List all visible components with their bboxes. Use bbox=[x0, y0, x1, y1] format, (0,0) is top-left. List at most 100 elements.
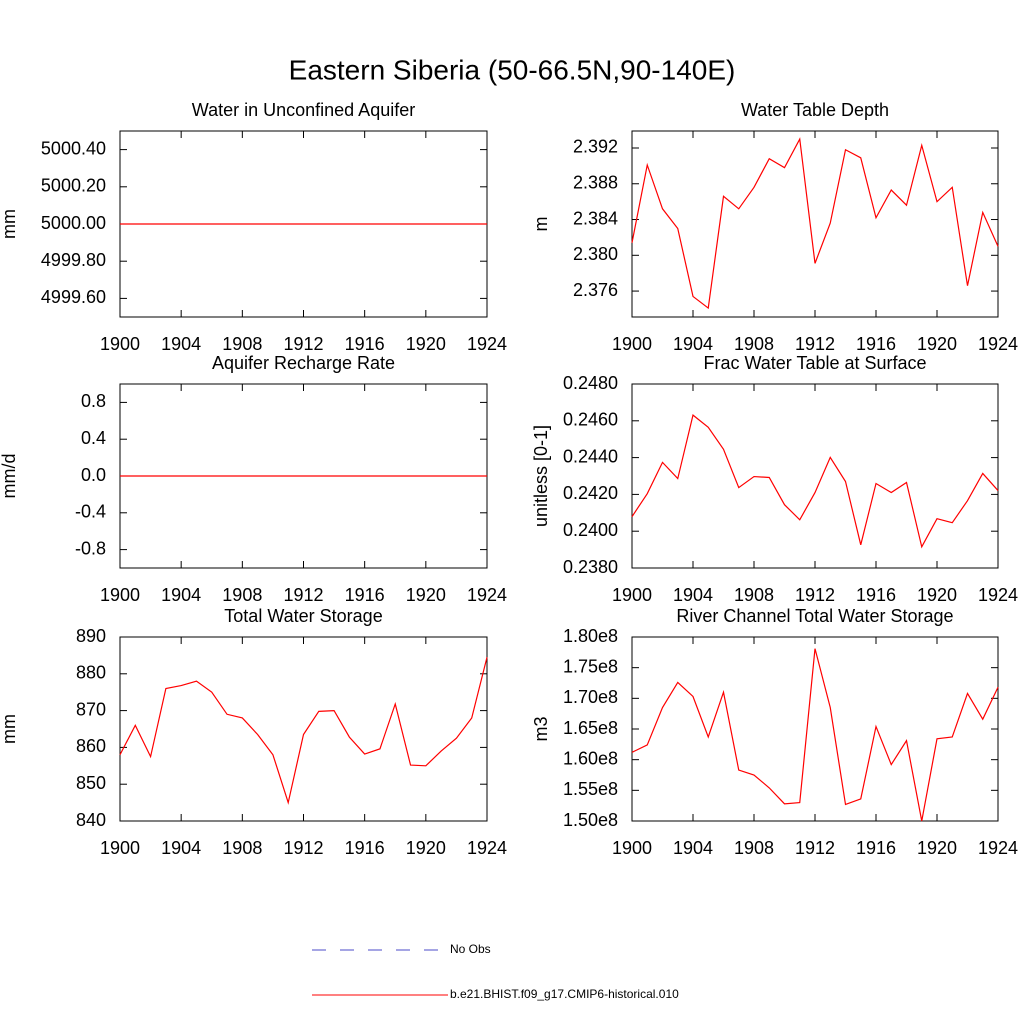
x-tick-label: 1904 bbox=[673, 585, 713, 605]
data-line bbox=[631, 137, 999, 310]
panel-title: Frac Water Table at Surface bbox=[703, 353, 926, 373]
x-tick-label: 1904 bbox=[673, 838, 713, 858]
y-tick-label: 1.75e8 bbox=[563, 656, 618, 676]
y-axis-label: m bbox=[531, 217, 551, 232]
x-tick-label: 1924 bbox=[467, 585, 507, 605]
data-line bbox=[631, 414, 999, 549]
y-tick-label: 2.392 bbox=[573, 137, 618, 157]
plot-frame bbox=[119, 636, 488, 822]
y-tick-label: 2.384 bbox=[573, 208, 618, 228]
y-tick-label: 870 bbox=[76, 699, 106, 719]
plot-frame bbox=[631, 383, 999, 569]
y-tick-label: 1.80e8 bbox=[563, 626, 618, 646]
x-tick-label: 1920 bbox=[406, 838, 446, 858]
plot-frame bbox=[631, 130, 999, 318]
y-tick-label: 0.2420 bbox=[563, 483, 618, 503]
y-tick-label: 850 bbox=[76, 773, 106, 793]
y-tick-label: 2.380 bbox=[573, 244, 618, 264]
y-tick-label: 2.376 bbox=[573, 280, 618, 300]
x-tick-label: 1920 bbox=[917, 838, 957, 858]
x-tick-label: 1912 bbox=[283, 585, 323, 605]
y-axis-label: mm bbox=[0, 714, 19, 744]
y-tick-label: 0.2480 bbox=[563, 373, 618, 393]
y-tick-label: 1.55e8 bbox=[563, 779, 618, 799]
y-axis-label: mm bbox=[0, 209, 19, 239]
figure-title: Eastern Siberia (50-66.5N,90-140E) bbox=[289, 54, 736, 85]
x-tick-label: 1912 bbox=[283, 838, 323, 858]
panel-title: Water in Unconfined Aquifer bbox=[192, 100, 415, 120]
x-tick-label: 1900 bbox=[612, 334, 652, 354]
y-tick-label: 1.65e8 bbox=[563, 718, 618, 738]
y-tick-label: 0.2400 bbox=[563, 520, 618, 540]
x-tick-label: 1916 bbox=[856, 585, 896, 605]
x-tick-label: 1900 bbox=[100, 838, 140, 858]
plot-frame bbox=[631, 636, 999, 822]
x-tick-label: 1912 bbox=[283, 334, 323, 354]
y-tick-label: 0.8 bbox=[81, 391, 106, 411]
y-tick-label: 0.2380 bbox=[563, 557, 618, 577]
x-tick-label: 1920 bbox=[917, 585, 957, 605]
x-tick-label: 1904 bbox=[161, 585, 201, 605]
panel-title: Total Water Storage bbox=[224, 606, 382, 626]
y-tick-label: 0.2460 bbox=[563, 410, 618, 430]
y-tick-label: -0.4 bbox=[75, 502, 106, 522]
panel-title: Aquifer Recharge Rate bbox=[212, 353, 395, 373]
y-tick-label: 2.388 bbox=[573, 173, 618, 193]
y-tick-label: 4999.80 bbox=[41, 250, 106, 270]
panel-title: River Channel Total Water Storage bbox=[676, 606, 953, 626]
x-tick-label: 1900 bbox=[100, 585, 140, 605]
x-tick-label: 1924 bbox=[978, 838, 1018, 858]
x-tick-label: 1912 bbox=[795, 838, 835, 858]
x-tick-label: 1924 bbox=[467, 334, 507, 354]
x-tick-label: 1916 bbox=[345, 585, 385, 605]
x-tick-label: 1916 bbox=[345, 334, 385, 354]
y-tick-label: 880 bbox=[76, 663, 106, 683]
legend-label: No Obs bbox=[450, 942, 491, 956]
x-tick-label: 1924 bbox=[978, 585, 1018, 605]
y-tick-label: 1.70e8 bbox=[563, 687, 618, 707]
x-tick-label: 1920 bbox=[917, 334, 957, 354]
legend-label: b.e21.BHIST.f09_g17.CMIP6-historical.010 bbox=[450, 987, 679, 1001]
x-tick-label: 1920 bbox=[406, 585, 446, 605]
x-tick-label: 1912 bbox=[795, 334, 835, 354]
panel-title: Water Table Depth bbox=[741, 100, 889, 120]
x-tick-label: 1904 bbox=[161, 838, 201, 858]
data-line bbox=[631, 648, 999, 822]
x-tick-label: 1900 bbox=[612, 585, 652, 605]
x-tick-label: 1916 bbox=[856, 334, 896, 354]
x-tick-label: 1904 bbox=[161, 334, 201, 354]
x-tick-label: 1908 bbox=[734, 585, 774, 605]
y-tick-label: 890 bbox=[76, 626, 106, 646]
y-tick-label: 1.50e8 bbox=[563, 810, 618, 830]
x-tick-label: 1904 bbox=[673, 334, 713, 354]
y-tick-label: 5000.20 bbox=[41, 176, 106, 196]
y-tick-label: 0.2440 bbox=[563, 446, 618, 466]
x-tick-label: 1920 bbox=[406, 334, 446, 354]
x-tick-label: 1900 bbox=[612, 838, 652, 858]
x-tick-label: 1916 bbox=[345, 838, 385, 858]
y-tick-label: 0.4 bbox=[81, 428, 106, 448]
x-tick-label: 1908 bbox=[222, 838, 262, 858]
x-tick-label: 1908 bbox=[734, 838, 774, 858]
y-tick-label: 5000.00 bbox=[41, 213, 106, 233]
x-tick-label: 1924 bbox=[467, 838, 507, 858]
y-tick-label: 0.0 bbox=[81, 465, 106, 485]
y-tick-label: -0.8 bbox=[75, 538, 106, 558]
y-axis-label: m3 bbox=[531, 716, 551, 741]
y-axis-label: mm/d bbox=[0, 454, 19, 499]
x-tick-label: 1916 bbox=[856, 838, 896, 858]
y-tick-label: 840 bbox=[76, 810, 106, 830]
x-tick-label: 1924 bbox=[978, 334, 1018, 354]
x-tick-label: 1908 bbox=[222, 585, 262, 605]
x-tick-label: 1912 bbox=[795, 585, 835, 605]
y-tick-label: 5000.40 bbox=[41, 138, 106, 158]
y-tick-label: 1.60e8 bbox=[563, 748, 618, 768]
x-tick-label: 1900 bbox=[100, 334, 140, 354]
x-tick-label: 1908 bbox=[734, 334, 774, 354]
y-axis-label: unitless [0-1] bbox=[531, 425, 551, 527]
x-tick-label: 1908 bbox=[222, 334, 262, 354]
y-tick-label: 4999.60 bbox=[41, 287, 106, 307]
y-tick-label: 860 bbox=[76, 736, 106, 756]
data-line bbox=[119, 657, 488, 805]
